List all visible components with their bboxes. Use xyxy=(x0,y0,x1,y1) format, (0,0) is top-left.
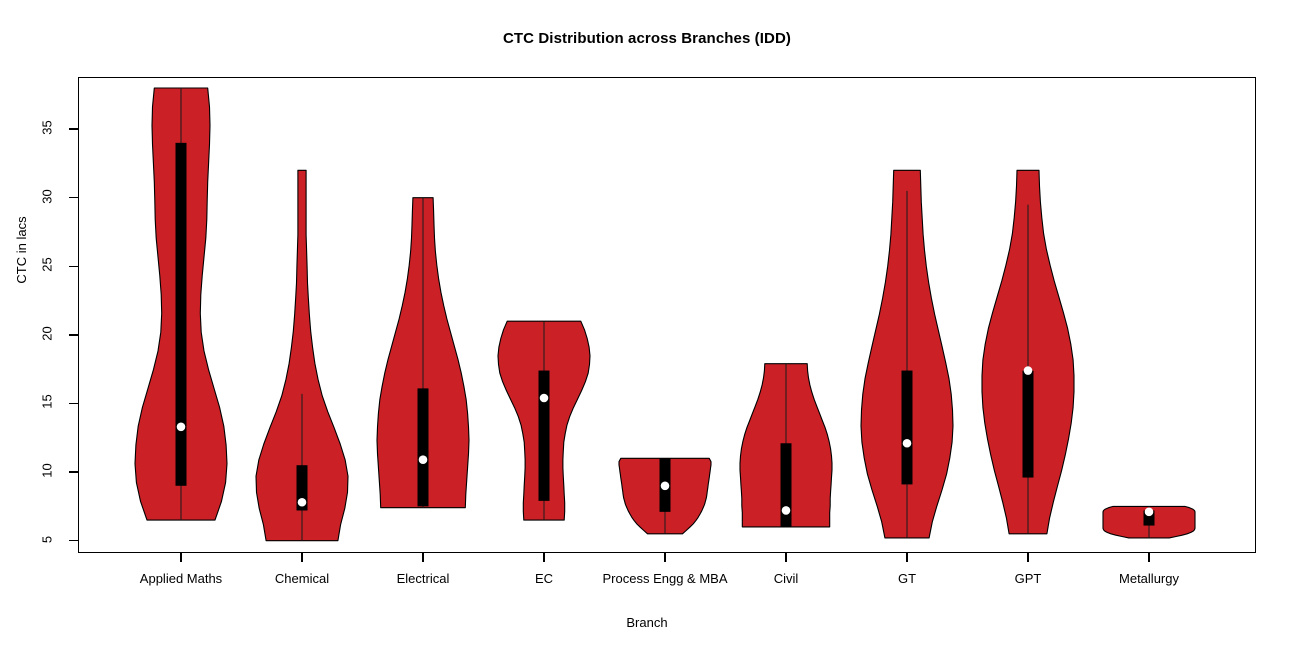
y-axis-tick-mark xyxy=(69,128,78,130)
violin-chemical xyxy=(255,169,349,542)
x-axis-tick-label: Civil xyxy=(773,571,799,586)
violin-gpt xyxy=(981,169,1075,535)
y-axis-tick-label: 15 xyxy=(39,394,55,410)
plot-frame xyxy=(78,77,1256,553)
y-axis-tick-mark xyxy=(69,540,78,542)
x-axis-title: Branch xyxy=(626,615,668,630)
x-axis-tick-mark xyxy=(1027,553,1029,562)
x-axis-tick-label: Metallurgy xyxy=(1119,571,1179,586)
x-axis-tick-label: Process Engg & MBA xyxy=(602,571,728,586)
y-axis-tick-label: 10 xyxy=(39,463,55,478)
violin-electrical xyxy=(376,197,470,509)
chart-title: CTC Distribution across Branches (IDD) xyxy=(502,30,791,47)
violin-applied-maths xyxy=(134,87,228,521)
y-axis-tick-label: 5 xyxy=(39,535,55,543)
x-axis-tick-mark xyxy=(422,553,424,562)
x-axis-tick-mark xyxy=(785,553,787,562)
x-axis-tick-mark xyxy=(543,553,545,562)
violin-ec xyxy=(497,320,591,521)
x-axis-tick-label: Applied Maths xyxy=(139,571,223,586)
y-axis-tick-mark xyxy=(69,197,78,199)
violin-process-engg-mba xyxy=(618,457,712,535)
x-axis-tick-label: Chemical xyxy=(274,571,330,586)
x-axis-tick-mark xyxy=(664,553,666,562)
x-axis-tick-mark xyxy=(180,553,182,562)
violin-metallurgy xyxy=(1102,505,1196,539)
violin-civil xyxy=(739,363,833,528)
x-axis-tick-mark xyxy=(906,553,908,562)
y-axis-tick-mark xyxy=(69,265,78,267)
y-axis-tick-label: 30 xyxy=(39,188,55,204)
x-axis-tick-mark xyxy=(1148,553,1150,562)
x-axis-tick-label: EC xyxy=(534,571,554,586)
y-axis-tick-label: 35 xyxy=(39,120,55,135)
y-axis-tick-label: 20 xyxy=(39,326,55,341)
violin-gt xyxy=(860,169,954,539)
y-axis-tick-mark xyxy=(69,471,78,473)
x-axis-tick-label: Electrical xyxy=(396,571,450,586)
y-axis-tick-label: 25 xyxy=(39,257,55,273)
x-axis-tick-mark xyxy=(301,553,303,562)
y-axis-tick-mark xyxy=(69,402,78,405)
y-axis-tick-mark xyxy=(69,334,78,336)
x-axis-tick-label: GPT xyxy=(1014,571,1042,586)
x-axis-tick-label: GT xyxy=(897,571,917,586)
